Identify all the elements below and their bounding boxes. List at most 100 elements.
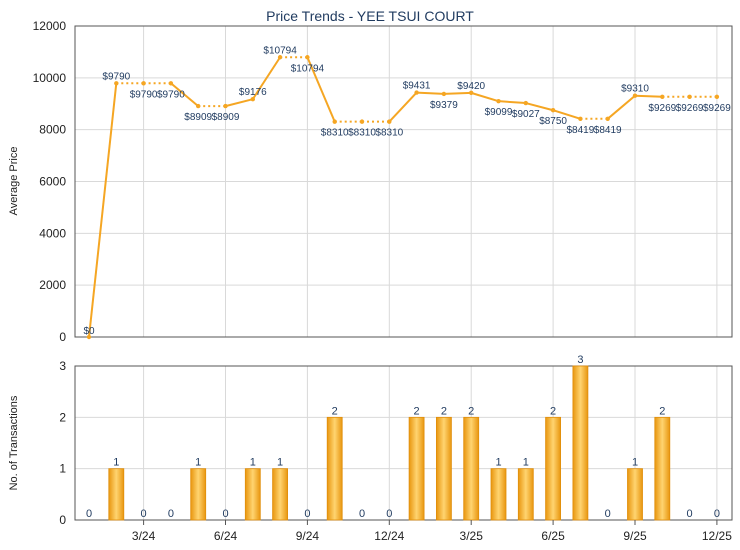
price-point <box>332 119 337 124</box>
price-point <box>496 98 501 104</box>
price-line-segment <box>525 102 554 112</box>
transaction-data-label: 3 <box>577 354 583 366</box>
price-point <box>441 91 447 97</box>
price-line-segment <box>170 82 199 107</box>
price-data-labels: $0$9790$9790 $9790$8909 $8909$9176$10794$1… <box>83 45 731 337</box>
transaction-bar <box>435 416 452 521</box>
price-data-label: $8419 <box>594 125 622 136</box>
price-line-segment <box>306 56 336 123</box>
price-y-tick-label: 10000 <box>33 71 67 85</box>
transaction-bar <box>545 416 561 521</box>
transaction-data-label: 0 <box>304 508 310 520</box>
transactions-plot-frame <box>74 365 733 521</box>
price-data-label: $10794 <box>291 63 325 74</box>
transaction-data-label: 0 <box>687 508 693 520</box>
x-tick-label: 3/25 <box>460 529 484 543</box>
price-line-segment <box>443 91 472 95</box>
transaction-data-label: 1 <box>195 457 201 469</box>
transaction-data-label: 2 <box>414 405 420 417</box>
price-series <box>86 55 720 340</box>
price-line-segment <box>388 91 418 123</box>
price-y-axis-title: Average Price <box>8 147 20 216</box>
price-data-label: $8909 <box>212 112 240 123</box>
price-data-label: $8310 <box>375 128 403 139</box>
price-point <box>223 103 228 109</box>
price-line-segment <box>251 56 281 100</box>
price-y-tick-label: 2000 <box>39 278 66 292</box>
transactions-y-tick-label: 0 <box>59 513 66 527</box>
price-data-label: $9269 <box>676 103 704 114</box>
transaction-data-label: 0 <box>86 508 92 520</box>
price-data-label: $8750 <box>539 116 567 127</box>
transaction-data-label: 0 <box>168 508 174 520</box>
price-point <box>687 94 692 99</box>
price-line-segment <box>552 109 581 120</box>
price-data-label: $9420 <box>457 81 485 92</box>
price-point <box>277 55 283 60</box>
transaction-bar <box>244 468 261 521</box>
transaction-data-label: 2 <box>468 405 474 417</box>
x-axis-ticks: 3/24 6/24 9/24 12/24 3/25 6/25 9/25 12/25 <box>132 520 732 543</box>
price-y-tick-label: 4000 <box>39 226 66 240</box>
price-y-tick-label: 6000 <box>39 175 66 189</box>
x-tick-label: 6/25 <box>541 529 565 543</box>
transaction-data-label: 2 <box>659 405 665 417</box>
transactions-y-tick-label: 2 <box>59 410 66 424</box>
transaction-bar <box>627 468 643 521</box>
transaction-bar <box>517 468 534 521</box>
price-line-segment <box>498 100 526 105</box>
price-data-label: $8310 <box>348 128 376 139</box>
price-data-label: $9269 <box>648 103 676 114</box>
price-line-segment <box>88 83 118 338</box>
price-line-segment <box>416 91 444 95</box>
price-data-label: $8419 <box>566 125 594 136</box>
price-y-tick-label: 0 <box>59 330 66 344</box>
price-point <box>86 334 92 340</box>
x-tick-label: 9/25 <box>623 529 647 543</box>
price-point <box>114 81 119 86</box>
transaction-bar <box>108 468 125 521</box>
price-data-label: $9790 <box>130 89 158 100</box>
price-data-label: $9379 <box>430 100 458 111</box>
price-data-label: $9027 <box>512 109 540 120</box>
transaction-bar <box>272 468 289 521</box>
price-point <box>168 81 174 86</box>
transaction-bar <box>490 468 507 521</box>
chart-title: Price Trends - YEE TSUI COURT <box>266 8 474 24</box>
transaction-data-label: 1 <box>495 457 501 469</box>
x-tick-label: 3/24 <box>132 529 156 543</box>
price-data-label: $8909 <box>184 112 212 123</box>
price-plot-frame <box>74 25 733 338</box>
transactions-y-ticks: 0 1 2 3 <box>59 359 66 527</box>
price-data-label: $9431 <box>403 81 431 92</box>
price-point <box>660 94 665 99</box>
transaction-data-label: 1 <box>523 457 529 469</box>
transaction-data-label: 2 <box>550 405 556 417</box>
price-data-label: $8310 <box>321 128 349 139</box>
transaction-bar <box>326 416 343 521</box>
price-point <box>523 100 528 106</box>
transaction-data-label: 1 <box>113 457 119 469</box>
price-data-label: $9790 <box>102 71 130 82</box>
x-tick-label: 6/24 <box>214 529 238 543</box>
price-line-segment <box>470 91 499 103</box>
transaction-data-label: 1 <box>632 457 638 469</box>
price-data-label: $9790 <box>157 89 185 100</box>
price-point <box>305 55 310 60</box>
price-data-label: $10794 <box>263 45 297 56</box>
x-tick-label: 9/24 <box>296 529 320 543</box>
price-point <box>250 96 255 102</box>
transaction-data-label: 1 <box>277 457 283 469</box>
price-grid <box>75 25 732 338</box>
transaction-data-label: 0 <box>386 508 392 520</box>
price-point <box>578 116 583 122</box>
price-point <box>387 119 392 124</box>
price-data-label: $9099 <box>485 107 513 118</box>
price-point <box>359 119 365 124</box>
transactions-data-labels: 0 1 0 0 1 0 1 1 0 2 0 0 2 2 2 1 1 2 3 0 1 2 0 0 <box>86 354 720 520</box>
price-point <box>141 81 146 86</box>
price-point <box>632 93 638 98</box>
price-data-label: $9310 <box>621 84 649 95</box>
transaction-bar <box>408 416 425 521</box>
